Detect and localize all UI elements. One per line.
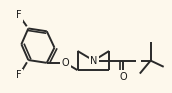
Text: N: N — [90, 56, 97, 66]
Text: F: F — [16, 11, 22, 20]
Text: O: O — [119, 72, 127, 82]
Text: O: O — [61, 58, 69, 68]
Text: F: F — [16, 70, 22, 80]
